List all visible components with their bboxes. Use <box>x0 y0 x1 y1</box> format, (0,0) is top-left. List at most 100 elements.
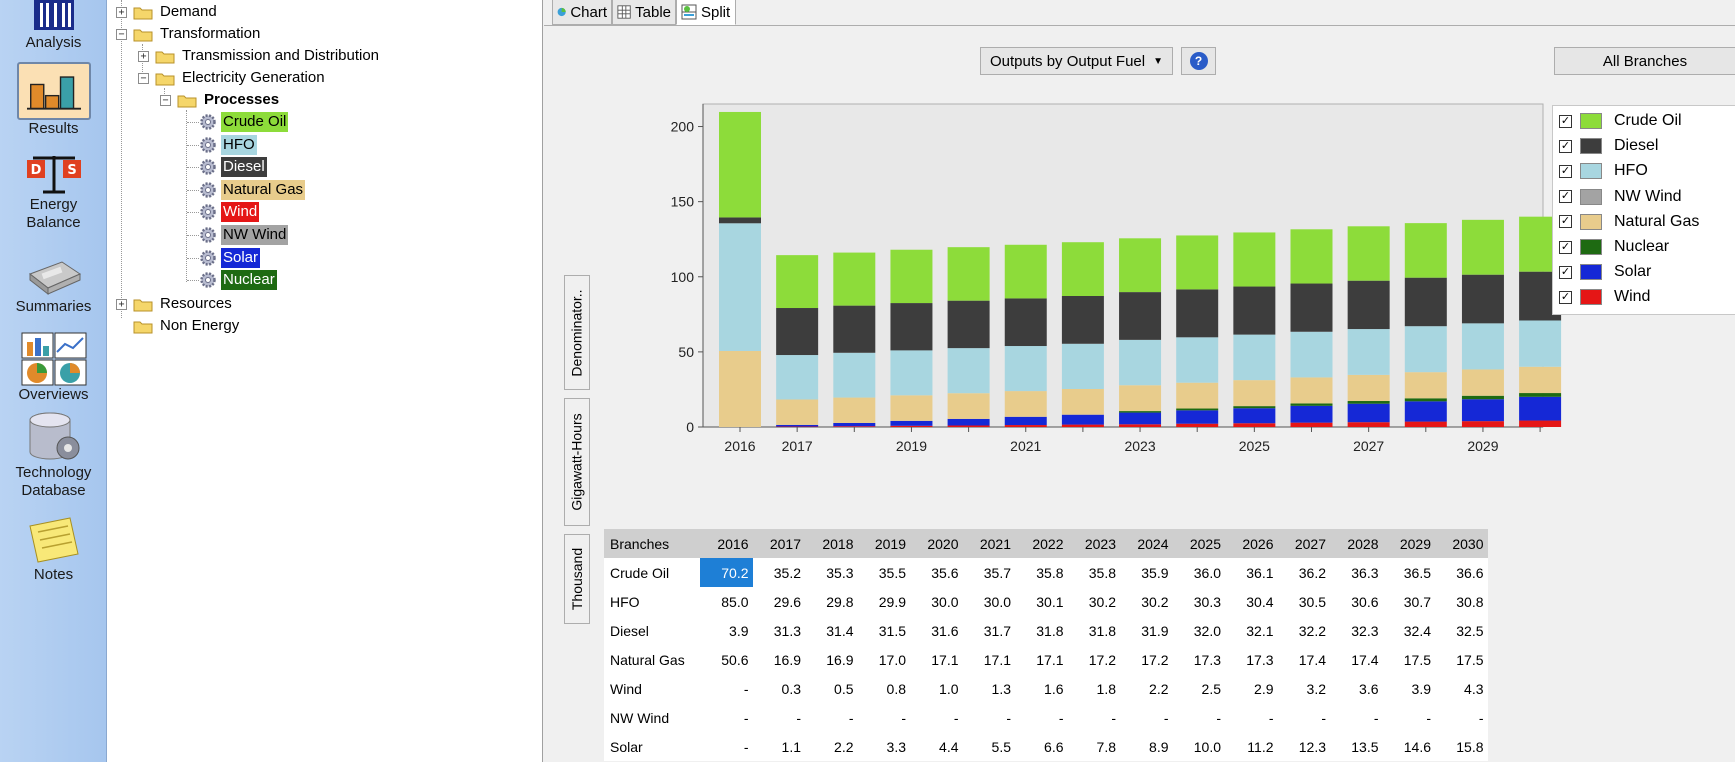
table-cell[interactable]: 6.6 <box>1015 732 1068 761</box>
table-cell[interactable]: 17.1 <box>1015 645 1068 674</box>
table-cell[interactable]: 2.2 <box>1120 674 1173 703</box>
table-cell[interactable]: 50.6 <box>700 645 753 674</box>
table-cell[interactable]: - <box>1435 703 1488 732</box>
table-cell[interactable]: 32.2 <box>1277 616 1330 645</box>
table-cell[interactable]: 15.8 <box>1435 732 1488 761</box>
table-cell[interactable]: 5.5 <box>962 732 1015 761</box>
table-cell[interactable]: 1.6 <box>1015 674 1068 703</box>
table-cell[interactable]: 3.9 <box>1382 674 1435 703</box>
table-cell[interactable]: 35.7 <box>962 558 1015 587</box>
nav-analysis[interactable]: Analysis <box>0 0 107 52</box>
table-cell[interactable]: 35.6 <box>910 558 963 587</box>
collapse-icon[interactable]: − <box>138 72 149 84</box>
scale-tab[interactable]: Thousand <box>564 534 590 624</box>
table-cell[interactable]: 14.6 <box>1382 732 1435 761</box>
table-cell[interactable]: 31.9 <box>1120 616 1173 645</box>
table-cell[interactable]: 31.7 <box>962 616 1015 645</box>
table-cell[interactable]: 0.5 <box>805 674 858 703</box>
tree-node-process[interactable]: HFO <box>199 134 257 156</box>
legend-item[interactable]: ✓ NW Wind <box>1553 187 1682 207</box>
table-cell[interactable]: - <box>1330 703 1383 732</box>
table-cell[interactable]: 2.2 <box>805 732 858 761</box>
table-cell[interactable]: 3.2 <box>1277 674 1330 703</box>
table-cell[interactable]: - <box>962 703 1015 732</box>
table-cell[interactable]: 31.6 <box>910 616 963 645</box>
table-cell[interactable]: 30.5 <box>1277 587 1330 616</box>
tree-node-electricity-generation[interactable]: − Electricity Generation <box>138 67 327 89</box>
tree-node-process[interactable]: NW Wind <box>199 224 289 246</box>
table-cell[interactable]: 17.5 <box>1382 645 1435 674</box>
tab-table[interactable]: Table <box>612 0 676 25</box>
table-cell[interactable]: 70.2 <box>700 558 753 587</box>
table-cell[interactable]: 31.5 <box>857 616 910 645</box>
tree-node-process[interactable]: Nuclear <box>199 269 277 291</box>
tree-node-process[interactable]: Solar <box>199 247 261 269</box>
legend-checkbox[interactable]: ✓ <box>1559 190 1572 204</box>
table-cell[interactable]: 35.9 <box>1120 558 1173 587</box>
table-cell[interactable]: - <box>1277 703 1330 732</box>
table-cell[interactable]: 32.5 <box>1435 616 1488 645</box>
table-cell[interactable]: 7.8 <box>1067 732 1120 761</box>
table-cell[interactable]: 29.9 <box>857 587 910 616</box>
table-cell[interactable]: - <box>1225 703 1278 732</box>
table-cell[interactable]: 30.4 <box>1225 587 1278 616</box>
row-label[interactable]: Solar <box>604 732 700 761</box>
expand-icon[interactable]: + <box>116 6 127 18</box>
legend-checkbox[interactable]: ✓ <box>1559 164 1572 178</box>
tree-node-transmission[interactable]: + Transmission and Distribution <box>138 45 381 67</box>
nav-energy-balance[interactable]: D S Energy Balance <box>0 152 107 232</box>
row-label[interactable]: NW Wind <box>604 703 700 732</box>
table-cell[interactable]: 31.3 <box>752 616 805 645</box>
tab-split[interactable]: Split <box>676 0 736 25</box>
table-cell[interactable]: 35.3 <box>805 558 858 587</box>
table-cell[interactable]: - <box>700 703 753 732</box>
expand-icon[interactable]: + <box>116 298 127 310</box>
table-cell[interactable]: 35.2 <box>752 558 805 587</box>
collapse-icon[interactable]: − <box>116 28 127 40</box>
table-cell[interactable]: 10.0 <box>1172 732 1225 761</box>
nav-results[interactable]: Results <box>0 62 107 138</box>
table-cell[interactable]: 30.2 <box>1120 587 1173 616</box>
table-cell[interactable]: 17.4 <box>1330 645 1383 674</box>
legend-item[interactable]: ✓ HFO <box>1553 161 1648 181</box>
legend-item[interactable]: ✓ Nuclear <box>1553 237 1669 257</box>
row-label[interactable]: Wind <box>604 674 700 703</box>
table-cell[interactable]: 3.3 <box>857 732 910 761</box>
table-cell[interactable]: 3.9 <box>700 616 753 645</box>
table-cell[interactable]: 17.1 <box>962 645 1015 674</box>
table-cell[interactable]: 0.8 <box>857 674 910 703</box>
table-cell[interactable]: 30.3 <box>1172 587 1225 616</box>
table-cell[interactable]: 11.2 <box>1225 732 1278 761</box>
nav-technology-database[interactable]: Technology Database <box>0 412 107 500</box>
table-cell[interactable]: - <box>700 732 753 761</box>
table-cell[interactable]: 32.3 <box>1330 616 1383 645</box>
legend-item[interactable]: ✓ Natural Gas <box>1553 212 1699 232</box>
row-label[interactable]: HFO <box>604 587 700 616</box>
table-cell[interactable]: 17.3 <box>1225 645 1278 674</box>
tree-node-transformation[interactable]: − Transformation <box>116 23 262 45</box>
legend-checkbox[interactable]: ✓ <box>1559 290 1572 304</box>
tree-node-resources[interactable]: + Resources <box>116 293 234 315</box>
table-cell[interactable]: 8.9 <box>1120 732 1173 761</box>
tree-node-process[interactable]: Crude Oil <box>199 111 289 133</box>
tree-node-process[interactable]: Wind <box>199 201 260 223</box>
table-cell[interactable]: 17.5 <box>1435 645 1488 674</box>
table-cell[interactable]: 2.5 <box>1172 674 1225 703</box>
tab-chart[interactable]: Chart <box>552 0 612 25</box>
table-cell[interactable]: 36.2 <box>1277 558 1330 587</box>
legend-checkbox[interactable]: ✓ <box>1559 139 1572 153</box>
table-cell[interactable]: 1.3 <box>962 674 1015 703</box>
table-cell[interactable]: 36.1 <box>1225 558 1278 587</box>
table-cell[interactable]: 12.3 <box>1277 732 1330 761</box>
table-cell[interactable]: 4.4 <box>910 732 963 761</box>
table-cell[interactable]: 30.6 <box>1330 587 1383 616</box>
table-cell[interactable]: 17.1 <box>910 645 963 674</box>
table-cell[interactable]: 17.2 <box>1067 645 1120 674</box>
table-cell[interactable]: 35.5 <box>857 558 910 587</box>
table-cell[interactable]: 35.8 <box>1067 558 1120 587</box>
table-cell[interactable]: 17.3 <box>1172 645 1225 674</box>
help-button[interactable]: ? <box>1181 47 1216 75</box>
table-cell[interactable]: 30.0 <box>910 587 963 616</box>
table-cell[interactable]: 29.6 <box>752 587 805 616</box>
table-cell[interactable]: 16.9 <box>752 645 805 674</box>
